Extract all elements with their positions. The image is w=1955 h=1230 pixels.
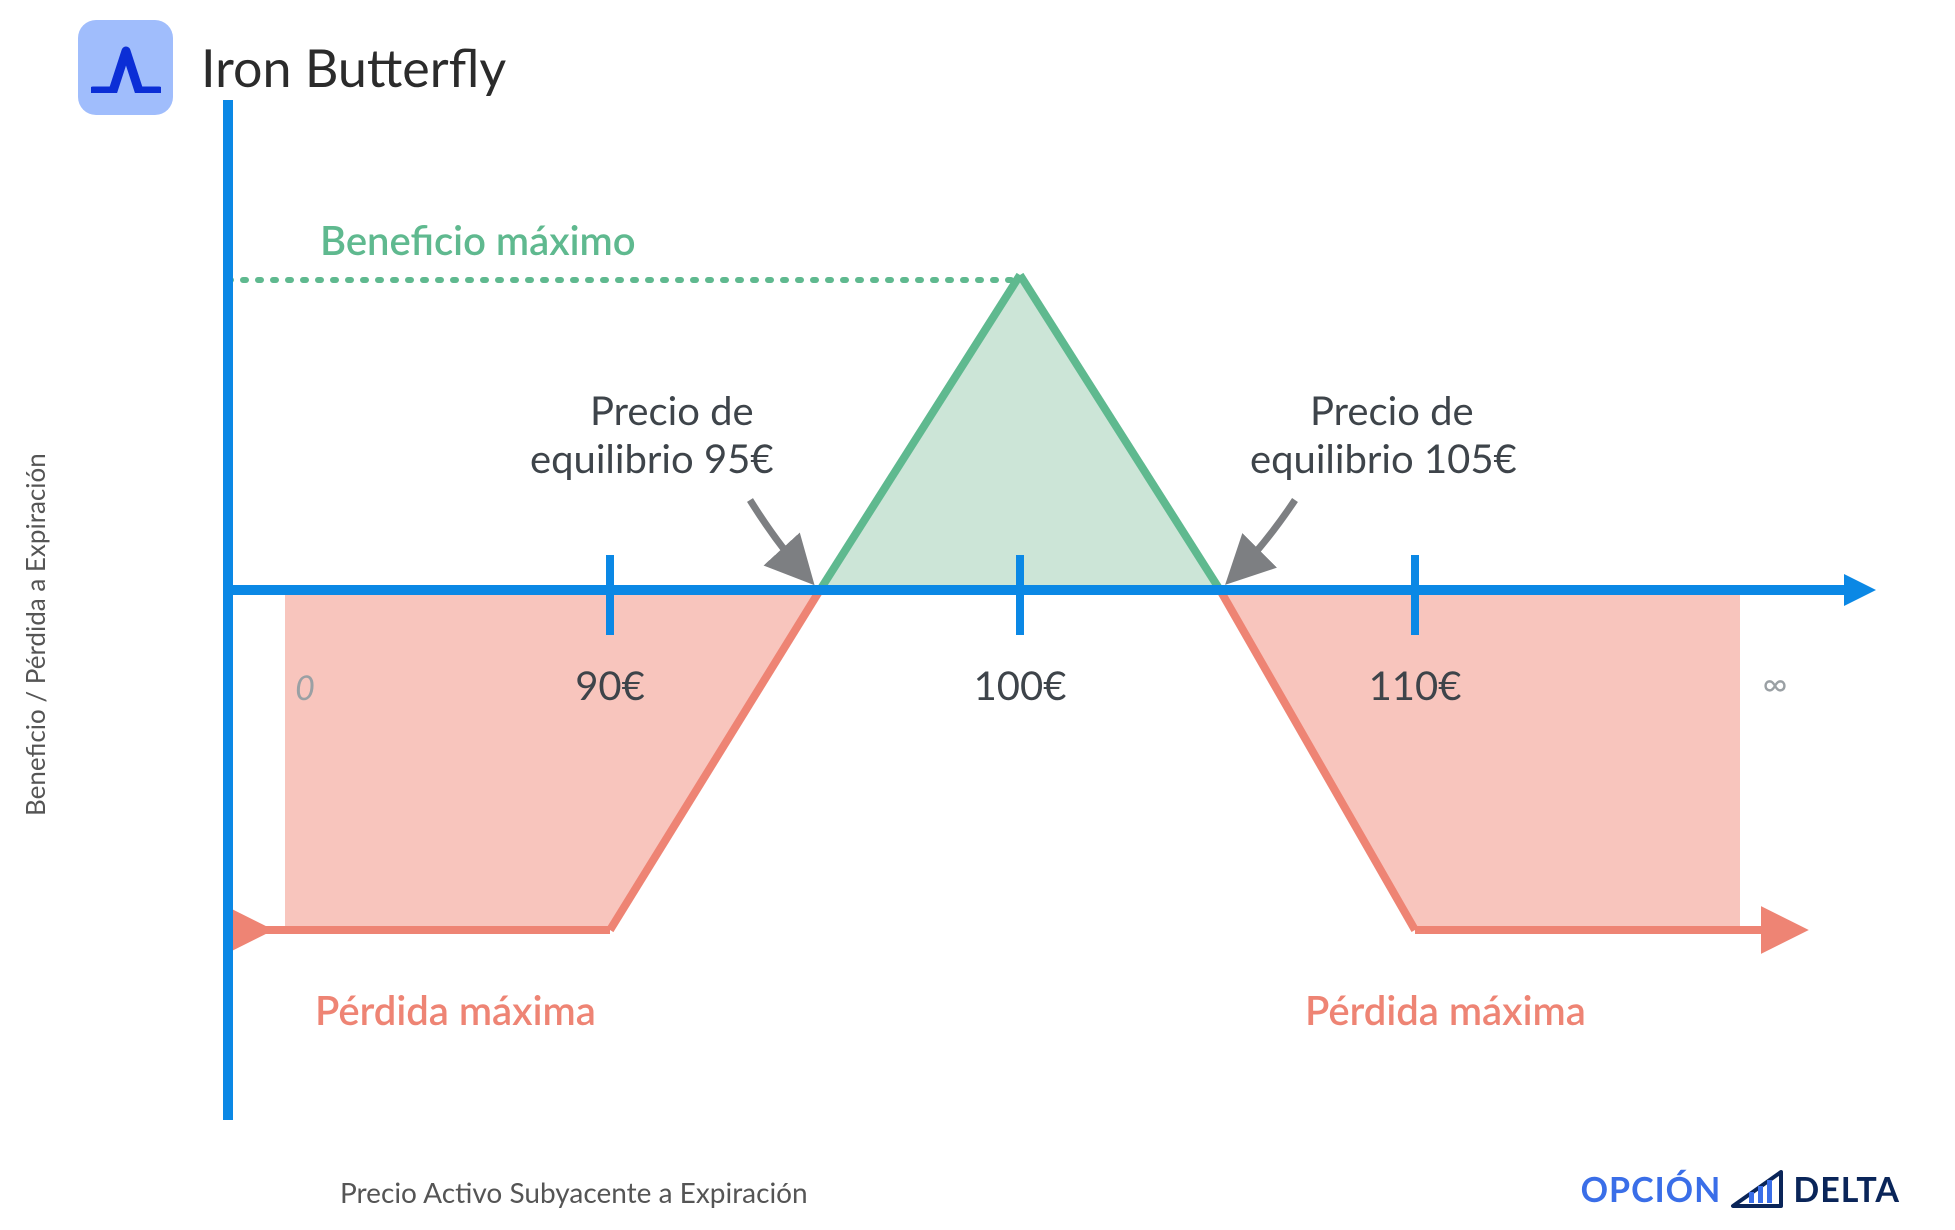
brand-part1: OPCIÓN: [1581, 1169, 1722, 1210]
y-axis-title: Beneficio / Pérdida a Expiración: [19, 453, 51, 816]
max-loss-left-label: Pérdida máxima: [315, 986, 596, 1034]
chart-svg: 90€100€110€0∞500€0€-500€Beneficio máximo…: [220, 100, 1920, 1140]
strategy-icon: [78, 20, 173, 115]
x-tick-label: 110€: [1369, 661, 1462, 709]
breakeven1-label: Precio deequilibrio 95€: [530, 386, 774, 482]
max-loss-right-label: Pérdida máxima: [1305, 986, 1586, 1034]
brand-part2: DELTA: [1793, 1169, 1900, 1210]
breakeven1-arrow: [750, 500, 808, 578]
delta-icon: [1729, 1168, 1785, 1210]
brand-logo: OPCIÓN DELTA: [1581, 1168, 1900, 1210]
breakeven2-arrow: [1232, 500, 1295, 578]
loss-region-right: [1220, 590, 1740, 930]
chart: 90€100€110€0∞500€0€-500€Beneficio máximo…: [220, 100, 1920, 1080]
x-axis-title: Precio Activo Subyacente a Expiración: [340, 1175, 808, 1209]
max-profit-label: Beneficio máximo: [320, 216, 636, 264]
page-title: Iron Butterfly: [201, 37, 506, 99]
x-infinity-label: ∞: [1762, 663, 1787, 704]
x-tick-label: 100€: [974, 661, 1067, 709]
x-zero-label: 0: [295, 667, 315, 708]
breakeven2-label: Precio deequilibrio 105€: [1250, 386, 1517, 482]
profit-region: [820, 275, 1220, 590]
x-tick-label: 90€: [575, 661, 645, 709]
loss-region-left: [285, 590, 820, 930]
